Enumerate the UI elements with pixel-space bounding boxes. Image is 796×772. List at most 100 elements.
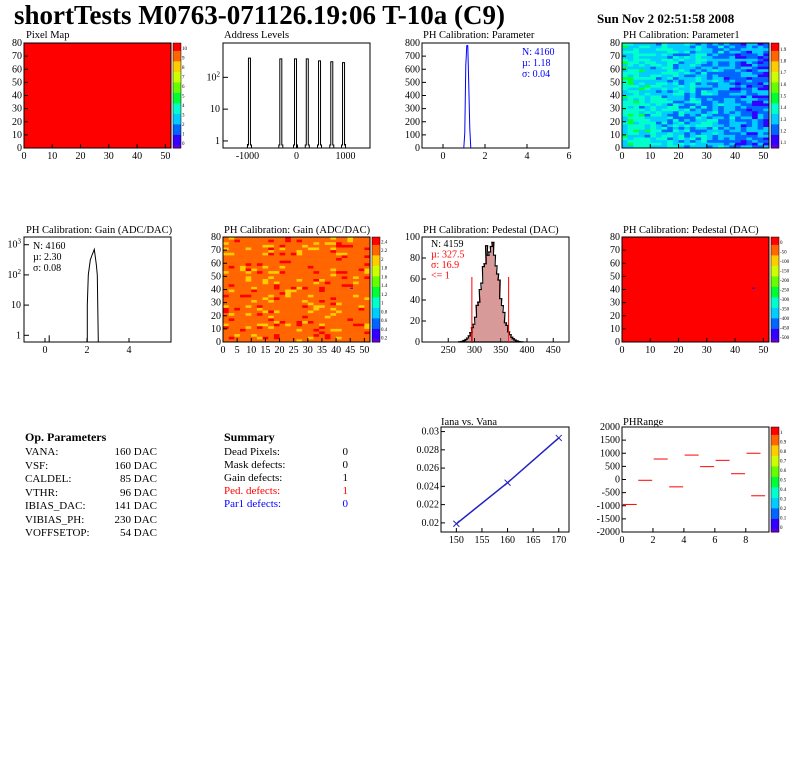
heatmap-cell bbox=[364, 268, 371, 272]
heatmap-cell bbox=[336, 323, 343, 327]
heatmap-cell bbox=[290, 315, 297, 319]
heatmap-cell bbox=[302, 294, 309, 298]
heatmap-cell bbox=[262, 302, 269, 306]
heatmap-cell bbox=[273, 279, 280, 282]
heatmap-cell bbox=[262, 255, 269, 259]
heatmap-cell bbox=[644, 132, 651, 136]
palette-cell bbox=[372, 318, 380, 322]
heatmap-cell bbox=[622, 64, 628, 67]
plot-frame bbox=[23, 236, 172, 343]
palette-cell bbox=[372, 313, 380, 317]
heatmap-cell bbox=[256, 294, 263, 298]
heatmap-cell bbox=[319, 315, 326, 319]
heatmap-cell bbox=[718, 82, 725, 86]
palette-cell bbox=[173, 98, 181, 102]
heatmap-cell bbox=[622, 140, 628, 144]
x-tick-label: 2 bbox=[85, 345, 90, 356]
heatmap-cell bbox=[256, 268, 263, 272]
heatmap-cell bbox=[723, 95, 730, 99]
heatmap-cell bbox=[285, 331, 292, 335]
heatmap-cell bbox=[729, 50, 736, 54]
heatmap-cell bbox=[695, 85, 702, 88]
palette-cell bbox=[173, 121, 181, 125]
x-tick-label: 40 bbox=[730, 345, 740, 356]
heatmap-cell bbox=[752, 66, 758, 70]
palette-cell bbox=[372, 284, 380, 288]
heatmap-cell bbox=[757, 56, 764, 60]
heatmap-cell bbox=[701, 129, 708, 133]
heatmap-cell bbox=[273, 237, 280, 240]
x-tick-label: 4 bbox=[681, 535, 686, 546]
heatmap-cell bbox=[746, 45, 753, 49]
heatmap-cell bbox=[689, 66, 696, 70]
heatmap-cell bbox=[638, 43, 645, 46]
heatmap-cell bbox=[251, 242, 258, 246]
heatmap-cell bbox=[251, 305, 258, 309]
heatmap-cell bbox=[302, 286, 309, 290]
heatmap-cell bbox=[302, 328, 309, 332]
heatmap-cell bbox=[251, 315, 258, 319]
heatmap-cell bbox=[358, 244, 365, 248]
y-tick-label: 10 bbox=[210, 104, 220, 115]
heatmap-cell bbox=[256, 326, 263, 330]
summary-value: 0 bbox=[342, 459, 349, 471]
heatmap-cell bbox=[752, 58, 758, 62]
heatmap-cell bbox=[313, 334, 320, 338]
heatmap-cell bbox=[290, 326, 297, 330]
heatmap-cell bbox=[667, 50, 674, 54]
heatmap-cell bbox=[655, 98, 662, 102]
heatmap-cell bbox=[689, 90, 696, 94]
heatmap-cell bbox=[655, 74, 662, 78]
heatmap-cell bbox=[285, 237, 292, 240]
heatmap-cell bbox=[622, 92, 628, 96]
heatmap-cell bbox=[341, 258, 348, 261]
palette-cell bbox=[771, 328, 779, 332]
heatmap-cell bbox=[701, 74, 708, 78]
heatmap-cell bbox=[358, 239, 365, 243]
heatmap-cell bbox=[638, 127, 645, 130]
heatmap-cell bbox=[746, 100, 753, 104]
y-tick-label: 30 bbox=[211, 298, 221, 309]
heatmap-cell bbox=[268, 273, 275, 277]
x-tick-label: 0 bbox=[441, 151, 446, 162]
heatmap-cell bbox=[302, 263, 309, 267]
heatmap-cell bbox=[228, 331, 235, 335]
palette-cell bbox=[771, 305, 779, 309]
heatmap-cell bbox=[262, 260, 269, 264]
heatmap-cell bbox=[319, 289, 326, 293]
heatmap-cell bbox=[228, 237, 235, 240]
z-tick-label: 1 bbox=[780, 431, 783, 436]
heatmap-cell bbox=[285, 265, 292, 269]
heatmap-cell bbox=[307, 286, 314, 290]
palette-cell bbox=[173, 140, 181, 144]
heatmap-cell bbox=[353, 242, 359, 246]
heatmap-cell bbox=[735, 100, 742, 104]
heatmap-cell bbox=[324, 313, 331, 317]
heatmap-cell bbox=[364, 326, 371, 330]
heatmap-cell bbox=[273, 292, 280, 296]
heatmap-cell bbox=[638, 132, 645, 136]
heatmap-cell bbox=[336, 313, 343, 317]
heatmap-cell bbox=[341, 336, 348, 340]
heatmap-cell bbox=[729, 87, 736, 91]
heatmap-cell bbox=[234, 302, 241, 306]
heatmap-cell bbox=[723, 64, 730, 67]
heatmap-cell bbox=[285, 292, 292, 296]
heatmap-cell bbox=[706, 58, 713, 62]
heatmap-cell bbox=[667, 56, 674, 60]
heatmap-cell bbox=[644, 74, 651, 78]
y-tick-label: 60 bbox=[410, 274, 420, 285]
heatmap-cell bbox=[729, 98, 736, 102]
heatmap-cell bbox=[223, 300, 229, 303]
heatmap-cell bbox=[234, 297, 241, 301]
op-param-value: 160 DAC bbox=[114, 446, 157, 458]
z-tick-label: 1.4 bbox=[381, 284, 388, 289]
heatmap-cell bbox=[706, 43, 713, 46]
heatmap-cell bbox=[627, 50, 634, 54]
heatmap-cell bbox=[655, 53, 662, 57]
palette-cell bbox=[173, 79, 181, 83]
heatmap-cell bbox=[307, 281, 314, 285]
heatmap-cell bbox=[633, 48, 640, 52]
heatmap-cell bbox=[262, 239, 269, 243]
heatmap-cell bbox=[678, 64, 685, 67]
